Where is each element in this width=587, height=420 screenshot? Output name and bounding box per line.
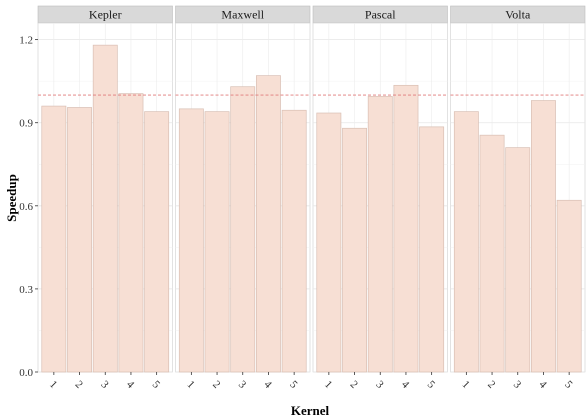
x-tick-label: 5 [562,379,575,392]
x-tick-label: 4 [262,379,275,392]
bar [393,84,419,373]
bar [92,44,118,373]
x-tick-label: 2 [348,379,360,391]
bar [178,108,204,373]
x-tick-label: 3 [511,379,524,392]
x-tick-label: 1 [459,379,471,391]
bar [556,199,582,373]
x-tick-label: 3 [373,379,386,392]
facet-panel-volta: Volta [450,5,586,373]
y-axis: 0.0 0.3 0.6 0.9 1.2 [19,35,38,379]
bar [204,111,230,373]
x-tick-label: 5 [287,379,300,392]
y-tick-label: 0.3 [19,284,33,296]
bar [41,105,67,373]
y-axis-title: Speedup [4,174,19,222]
facet-panel-kepler: Kepler [37,5,173,373]
bar [230,86,256,373]
facet-strip-label: Maxwell [221,8,264,22]
bar [316,112,342,373]
x-tick-label: 2 [485,379,497,391]
x-tick-label: 2 [210,379,222,391]
y-tick-label: 1.2 [19,35,33,47]
facet-panel-maxwell: Maxwell [175,5,311,373]
bar [479,134,505,373]
bar [505,147,531,373]
bar [281,109,307,373]
x-tick-label: 1 [322,379,334,391]
x-tick-label: 4 [124,379,137,392]
facet-panels: Kepler Maxwell Pascal Volta [37,5,586,373]
x-tick-label: 3 [98,379,111,392]
x-tick-label: 1 [47,379,59,391]
facet-strip-label: Volta [505,8,531,22]
bar [342,127,367,373]
bar [419,126,445,373]
x-tick-label: 4 [399,379,412,392]
x-axis-title: Kernel [291,403,330,418]
x-tick-label: 5 [425,379,438,392]
y-tick-label: 0.6 [19,201,33,213]
bar [256,75,281,373]
y-tick-label: 0.0 [19,367,33,379]
x-tick-label: 2 [73,379,85,391]
facet-strip-label: Kepler [89,8,122,22]
bar [531,100,556,373]
x-tick-label: 1 [184,379,196,391]
bar [67,107,92,373]
bar [118,93,144,373]
bar [453,111,479,373]
facet-strip-label: Pascal [365,8,396,22]
x-tick-label: 5 [150,379,163,392]
x-tick-label: 3 [236,379,249,392]
bar [144,111,170,373]
y-tick-label: 0.9 [19,118,33,130]
bar [367,96,393,373]
facet-panel-pascal: Pascal [312,5,448,373]
x-tick-label: 4 [537,379,550,392]
